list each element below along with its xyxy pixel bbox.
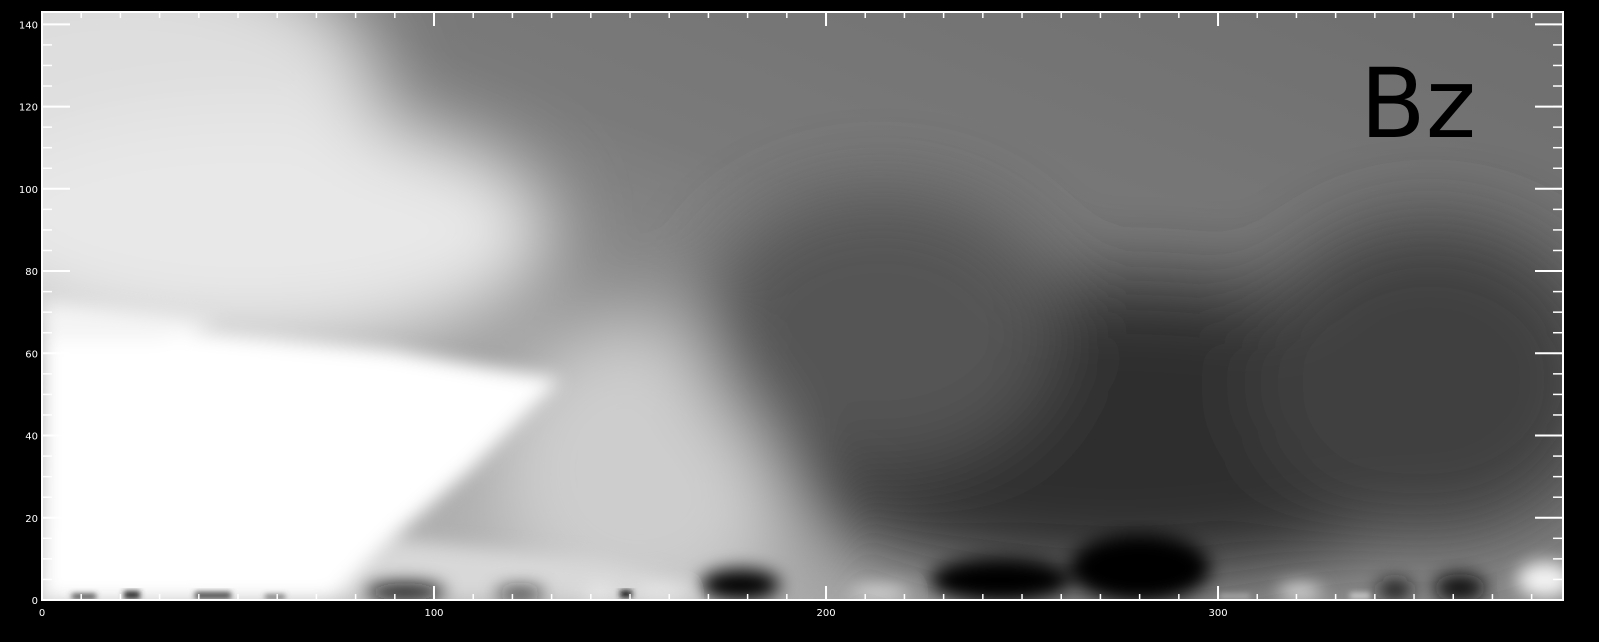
x-tick-label: 300 (1208, 608, 1227, 619)
y-tick-label: 20 (25, 514, 38, 525)
strong-field-region (42, 300, 760, 600)
surface-structures (365, 534, 1563, 600)
x-tick-label: 100 (424, 608, 443, 619)
axis-ticks (41, 12, 1563, 601)
y-tick-label: 60 (25, 349, 38, 360)
surface-specks (72, 590, 1370, 599)
plot-frame (41, 11, 1564, 601)
x-tick-label: 0 (39, 608, 45, 619)
y-tick-label: 40 (25, 432, 38, 443)
heatmap-field (42, 12, 1563, 600)
y-tick-label: 0 (32, 596, 38, 607)
y-tick-label: 100 (19, 185, 38, 196)
y-tick-label: 140 (19, 20, 38, 31)
y-tick-label: 80 (25, 267, 38, 278)
field-blobs (42, 12, 1563, 600)
x-tick-label: 200 (816, 608, 835, 619)
field-component-label: Bz (1360, 48, 1476, 160)
axis-tick-labels: 0 100 200 300 0 20 40 60 80 100 120 140 (19, 20, 1228, 619)
y-tick-label: 120 (19, 103, 38, 114)
